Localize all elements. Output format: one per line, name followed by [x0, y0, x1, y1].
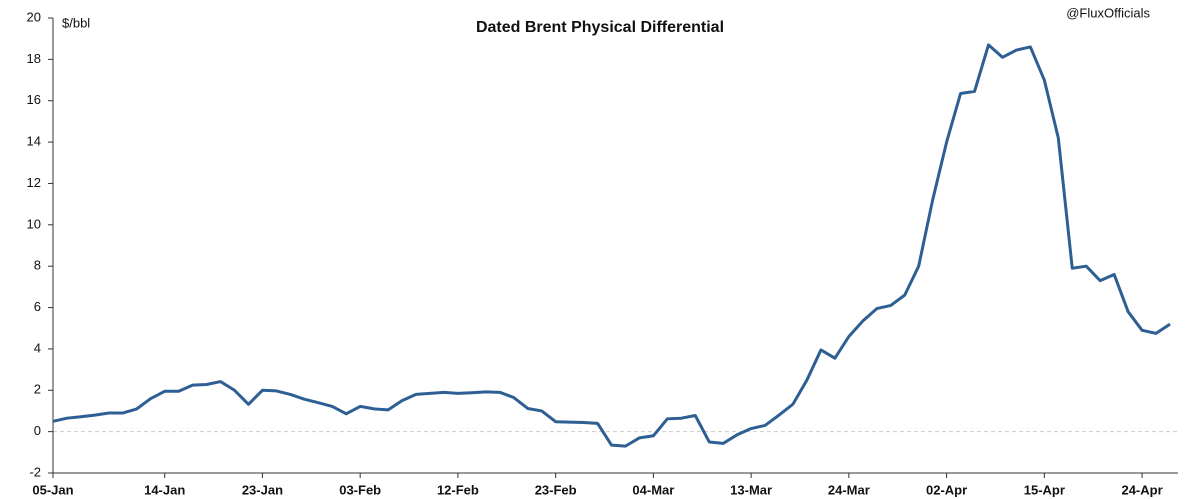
- y-axis-label: $/bbl: [62, 15, 90, 30]
- chart-title: Dated Brent Physical Differential: [476, 19, 724, 36]
- y-tick-label: 2: [34, 382, 41, 397]
- y-tick-label: -2: [29, 464, 41, 479]
- series-line: [52, 43, 1171, 448]
- x-tick-label: 23-Jan: [242, 482, 283, 497]
- x-tick-label: 12-Feb: [437, 482, 479, 497]
- x-tick-label: 13-Mar: [730, 482, 772, 497]
- x-tick-label: 02-Apr: [926, 482, 967, 497]
- y-tick-label: 16: [27, 92, 41, 107]
- x-tick-label: 23-Feb: [535, 482, 577, 497]
- y-tick-label: 12: [27, 175, 41, 190]
- y-tick-label: 4: [34, 340, 41, 355]
- x-tick-label: 24-Mar: [828, 482, 870, 497]
- x-tick-label: 24-Apr: [1121, 482, 1162, 497]
- x-tick-label: 03-Feb: [339, 482, 381, 497]
- x-tick-label: 14-Jan: [144, 482, 185, 497]
- y-tick-label: 10: [27, 216, 41, 231]
- y-tick-label: 14: [27, 134, 41, 149]
- x-tick-label: 04-Mar: [632, 482, 674, 497]
- x-tick-label: 05-Jan: [32, 482, 73, 497]
- y-tick-label: 20: [27, 9, 41, 24]
- y-tick-label: 8: [34, 258, 41, 273]
- y-tick-label: 6: [34, 299, 41, 314]
- y-tick-label: 18: [27, 51, 41, 66]
- y-tick-label: 0: [34, 423, 41, 438]
- x-tick-label: 15-Apr: [1024, 482, 1065, 497]
- annotation: @FluxOfficials: [1066, 5, 1150, 20]
